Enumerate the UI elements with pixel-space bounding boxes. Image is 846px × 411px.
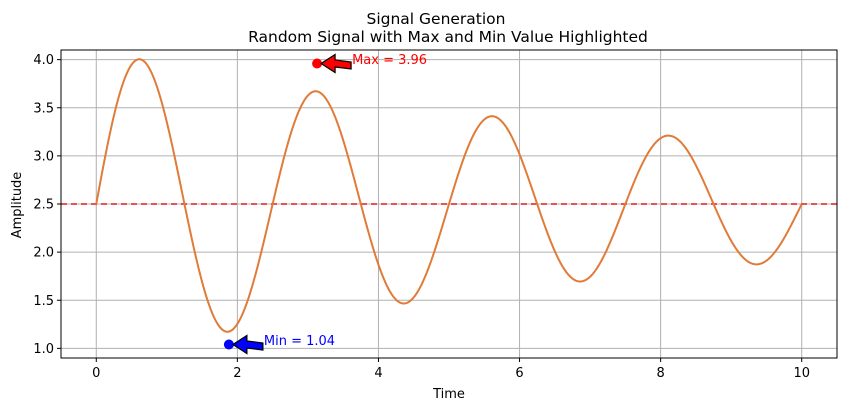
y-tick-label: 3.5 [33, 101, 54, 116]
y-tick-label: 4.0 [33, 53, 54, 68]
x-tick-label: 0 [92, 366, 100, 381]
y-tick-label: 1.0 [33, 342, 54, 357]
min-label: Min = 1.04 [264, 334, 335, 349]
x-axis-ticks: 0 2 4 6 8 10 [92, 358, 810, 381]
min-arrow [231, 334, 264, 355]
y-axis-label: Amplitude [10, 172, 25, 239]
x-tick-label: 10 [793, 366, 810, 381]
max-arrow [319, 53, 352, 74]
chart-title: Signal Generation [366, 10, 505, 28]
series-group [95, 58, 803, 333]
annotation-marks: Max = 3.96 Min = 1.04 [223, 53, 427, 355]
y-tick-label: 3.0 [33, 149, 54, 164]
chart-subtitle: Random Signal with Max and Min Value Hig… [248, 28, 648, 46]
x-axis-label: Time [432, 387, 465, 402]
y-tick-label: 2.5 [33, 198, 54, 213]
signal-line [95, 58, 803, 333]
x-tick-label: 4 [374, 366, 382, 381]
y-axis-ticks: 1.0 1.5 2.0 2.5 3.0 3.5 4.0 [33, 53, 61, 357]
y-tick-label: 1.5 [33, 294, 54, 309]
max-label: Max = 3.96 [352, 53, 427, 68]
x-tick-label: 2 [233, 366, 241, 381]
x-tick-label: 8 [656, 366, 664, 381]
y-tick-label: 2.0 [33, 246, 54, 261]
x-tick-label: 6 [515, 366, 523, 381]
